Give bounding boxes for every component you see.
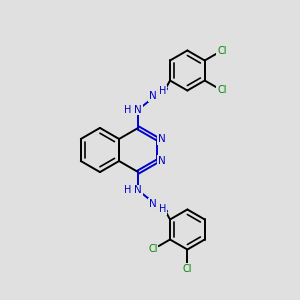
Text: N: N (158, 156, 165, 166)
Text: H: H (124, 105, 132, 115)
Text: N: N (134, 185, 142, 195)
Text: H: H (159, 86, 166, 96)
Text: N: N (158, 134, 165, 144)
Text: Cl: Cl (183, 264, 192, 274)
Text: Cl: Cl (217, 46, 226, 56)
Text: Cl: Cl (217, 85, 226, 95)
Text: Cl: Cl (148, 244, 158, 254)
Text: H: H (124, 185, 132, 195)
Text: H: H (159, 204, 166, 214)
Text: N: N (149, 92, 157, 101)
Text: N: N (134, 105, 142, 115)
Text: N: N (149, 199, 157, 208)
